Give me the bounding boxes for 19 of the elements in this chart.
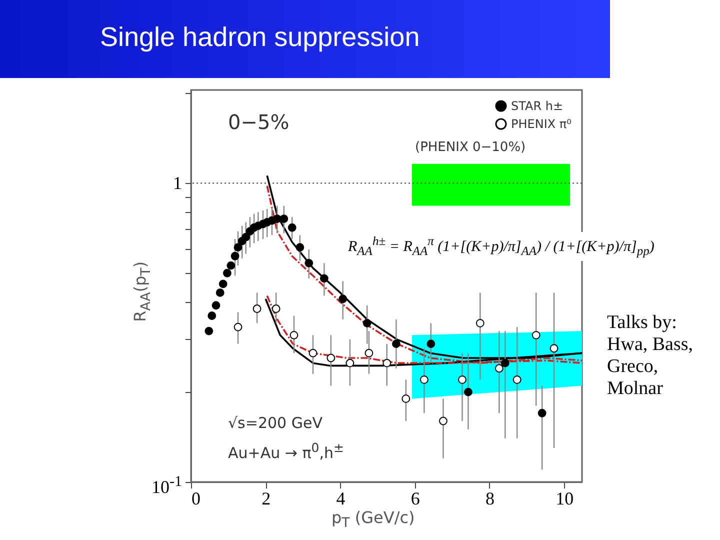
legend-label: PHENIX π⁰ (511, 117, 572, 131)
y-tick-label: 10$^{-1}$ (152, 473, 182, 498)
x-tick-label: 0 (192, 488, 200, 508)
x-tick-label: 8 (485, 488, 494, 508)
annotation: (PHENIX 0−10%) (415, 140, 526, 155)
annotation: Au+Au → π$^{0}$,h$^{±}$ (228, 440, 344, 462)
text: Talks by: Hwa, Bass, Greco, Molnar (607, 312, 694, 400)
text: R$_{AA}$$^{h±}$ = R$_{AA}$$^{π}$ (1+[(K+p)/π]$_{AA}$) / (1+[(K+p)/π]$_{pp}$) (348, 234, 654, 258)
annotation: 0−5% (228, 110, 290, 134)
x-tick-label: 6 (410, 488, 420, 508)
x-tick-label: 10 (556, 488, 574, 508)
header-banner: Single hadron suppression (0, 0, 610, 78)
chart-title: Single hadron suppression (100, 22, 420, 53)
x-axis-title: p$_{T}$ (GeV/c) (332, 508, 415, 532)
y-tick-label: 1 (173, 172, 182, 194)
legend-label: STAR h± (511, 99, 564, 113)
x-tick-label: 4 (336, 488, 346, 508)
x-tick-label: 2 (262, 488, 271, 508)
annotation: √s=200 GeV (228, 414, 322, 432)
